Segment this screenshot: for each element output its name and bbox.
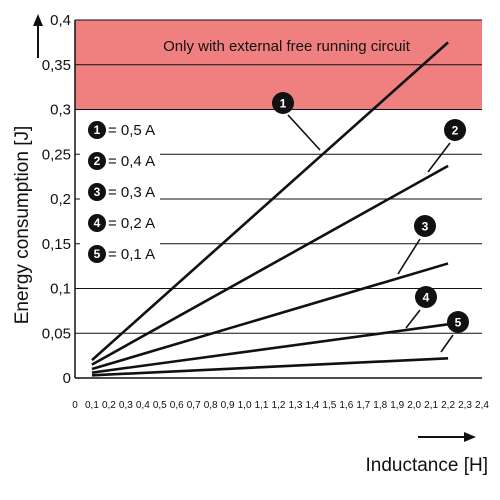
- series-line-2: [91, 164, 449, 366]
- series-badge: [272, 92, 294, 114]
- series-badge-number: 2: [452, 124, 459, 138]
- series-line-3: [91, 262, 449, 371]
- legend-entry-label: = 0,5 A: [108, 122, 155, 139]
- x-tick-label: 0,6: [170, 400, 184, 411]
- series-callout-leader: [440, 334, 454, 353]
- series-badge-number: 5: [455, 316, 462, 330]
- y-tick-label: 0,2: [50, 191, 71, 208]
- x-tick-label: 0,9: [221, 400, 235, 411]
- series-badge: [415, 286, 437, 308]
- y-tick-label: 0,05: [42, 325, 71, 342]
- legend-badge: [88, 245, 106, 263]
- series-callout-leader: [405, 309, 421, 329]
- series-badge: [447, 311, 469, 333]
- x-tick-label: 1,5: [322, 400, 336, 411]
- x-tick-label: 0,4: [136, 400, 150, 411]
- x-tick-label: 1,7: [356, 400, 370, 411]
- legend-badge: [88, 214, 106, 232]
- legend-entry-label: = 0,4 A: [108, 153, 155, 170]
- x-tick-label: 2,3: [458, 400, 472, 411]
- legend-badge-number: 2: [94, 154, 101, 168]
- y-tick-label: 0,15: [42, 236, 71, 253]
- x-tick-label: 0,2: [102, 400, 116, 411]
- x-tick-label: 2,4: [475, 400, 489, 411]
- series-line-1: [91, 41, 449, 362]
- legend-badge-number: 5: [94, 247, 101, 261]
- x-tick-label: 1,6: [339, 400, 353, 411]
- y-axis-title: Energy consumption [J]: [12, 126, 33, 325]
- x-tick-label: 0,3: [119, 400, 133, 411]
- series-line-4: [91, 323, 449, 374]
- legend-badge-number: 1: [94, 123, 101, 137]
- series-line-5: [91, 357, 449, 377]
- y-tick-label: 0: [63, 370, 71, 387]
- x-tick-label: 1,2: [272, 400, 286, 411]
- x-axis-title: Inductance [H]: [365, 455, 488, 476]
- y-tick-label: 0,3: [50, 102, 71, 119]
- legend-entry-label: = 0,3 A: [108, 184, 155, 201]
- region-label: Only with external free running circuit: [163, 38, 411, 55]
- y-tick-label: 0,4: [50, 12, 71, 29]
- x-tick-label: 0,8: [204, 400, 218, 411]
- legend-badge: [88, 121, 106, 139]
- legend-badge: [88, 152, 106, 170]
- y-tick-label: 0,25: [42, 146, 71, 163]
- series-badge-number: 3: [422, 220, 429, 234]
- legend-badge-number: 3: [94, 185, 101, 199]
- x-tick-label: 1,9: [390, 400, 404, 411]
- series-badge-number: 4: [423, 291, 430, 305]
- x-axis-arrow-head: [464, 432, 476, 442]
- x-tick-label: 2,1: [424, 400, 438, 411]
- legend-badge: [88, 183, 106, 201]
- x-tick-label: 0,7: [187, 400, 201, 411]
- series-badge: [414, 215, 436, 237]
- series-callout-leader: [397, 238, 421, 275]
- x-tick-label: 2,0: [407, 400, 421, 411]
- x-tick-label: 1,4: [305, 400, 319, 411]
- y-tick-label: 0,1: [50, 281, 71, 298]
- x-tick-label: 2,2: [441, 400, 455, 411]
- x-tick-label: 0,1: [85, 400, 99, 411]
- x-tick-label: 0: [72, 400, 78, 411]
- x-tick-label: 1,0: [238, 400, 252, 411]
- legend-entry-label: = 0,1 A: [108, 246, 155, 263]
- series-callout-leader: [287, 114, 321, 151]
- y-tick-label: 0,35: [42, 57, 71, 74]
- series-callout-leader: [427, 142, 451, 173]
- x-tick-label: 1,8: [373, 400, 387, 411]
- x-tick-label: 0,5: [153, 400, 167, 411]
- x-tick-label: 1,1: [255, 400, 269, 411]
- legend-entry-label: = 0,2 A: [108, 215, 155, 232]
- series-badge: [444, 119, 466, 141]
- legend-badge-number: 4: [94, 216, 101, 230]
- series-badge-number: 1: [280, 97, 287, 111]
- y-axis-arrow-head: [33, 14, 43, 26]
- x-tick-label: 1,3: [289, 400, 303, 411]
